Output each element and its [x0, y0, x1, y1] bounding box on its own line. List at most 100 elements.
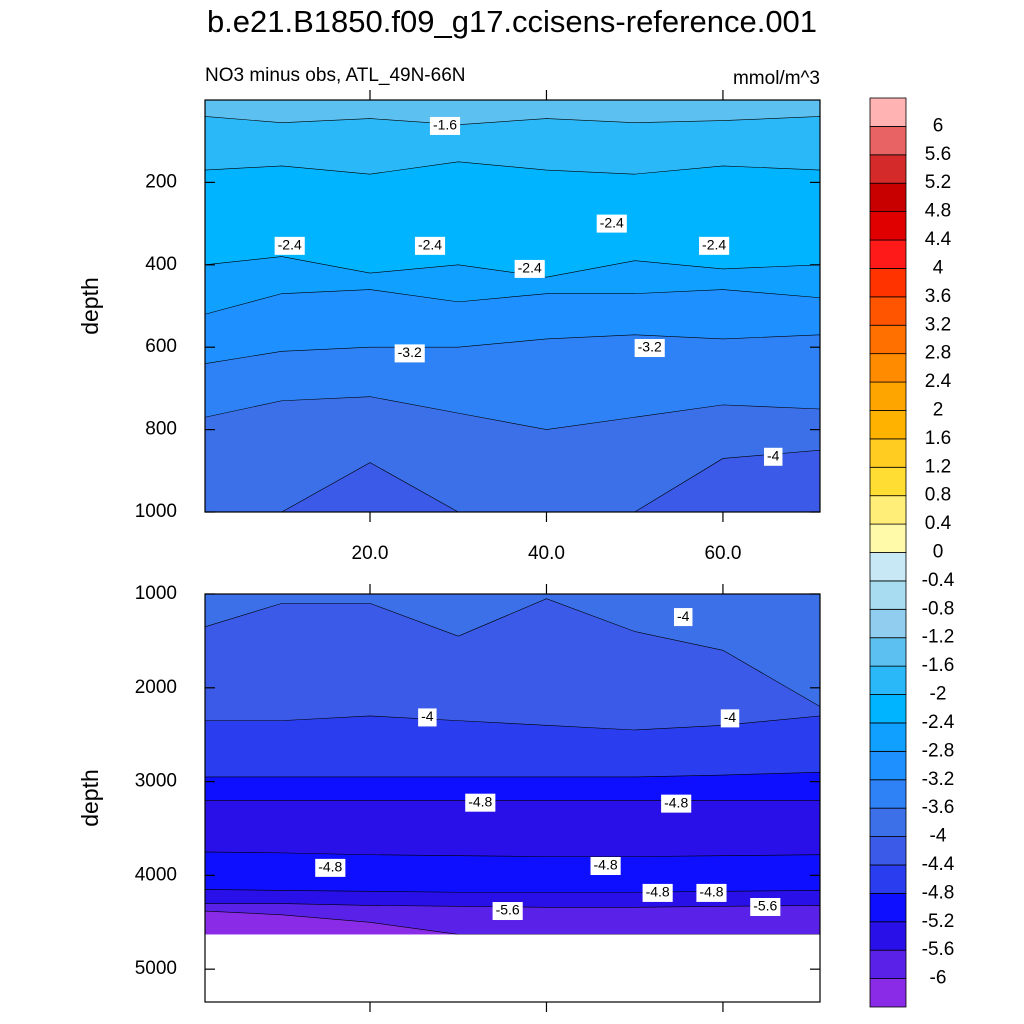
contour-label-box — [642, 883, 673, 902]
x-tick-label: 40.0 — [528, 543, 565, 564]
contour-label: -4.8 — [664, 794, 688, 810]
y-axis-label: depth — [77, 277, 103, 335]
contour-label: -4.8 — [318, 859, 342, 875]
contour-label-box — [429, 116, 461, 135]
colorbar-box — [869, 580, 907, 610]
colorbar-label: 0.4 — [925, 513, 952, 534]
units-label: mmol/m^3 — [733, 68, 820, 89]
contour-label: -2.4 — [278, 237, 302, 253]
contour-label-box — [596, 214, 627, 233]
contour-label: -4.8 — [646, 884, 670, 900]
contour-label: -1.6 — [433, 117, 457, 133]
colorbar-label: -2 — [930, 684, 947, 705]
contour-label-box — [750, 897, 781, 916]
contour-label-box — [674, 608, 693, 627]
colorbar-box — [869, 864, 907, 894]
colorbar-box — [869, 523, 907, 553]
colorbar-box — [869, 552, 907, 582]
contour-label: -2.4 — [600, 214, 624, 230]
colorbar-label: -1.6 — [922, 655, 955, 676]
colorbar-label: 1.2 — [925, 456, 951, 477]
colorbar-label: 3.6 — [925, 286, 951, 307]
x-tick-label: 60.0 — [704, 543, 741, 564]
colorbar-label: 5.6 — [925, 144, 951, 165]
chart-subtitle: NO3 minus obs, ATL_49N-66N — [205, 65, 466, 86]
chart-title: b.e21.B1850.f09_g17.ccisens-reference.00… — [207, 4, 817, 39]
colorbar-box — [869, 182, 907, 213]
contour-label-box — [315, 858, 346, 877]
contour-label-box — [696, 883, 727, 902]
contour-label-box — [418, 708, 437, 727]
colorbar-label: -4.8 — [922, 882, 955, 903]
colorbar-label: 5.2 — [925, 172, 951, 193]
colorbar-box — [869, 353, 907, 383]
colorbar-box — [869, 126, 907, 156]
colorbar-box — [869, 921, 907, 951]
missing-data — [205, 934, 820, 1002]
y-tick-label: 3000 — [135, 771, 177, 792]
colorbar-label: -5.6 — [922, 939, 955, 960]
x-tick-label: 20.0 — [352, 543, 389, 564]
contour-label-box — [590, 857, 621, 875]
contour-label-box — [699, 236, 730, 255]
colorbar-box — [869, 836, 907, 866]
colorbar-box — [869, 779, 907, 809]
colorbar-label: 4.4 — [925, 229, 952, 250]
colorbar-box — [869, 268, 907, 298]
y-tick-label: 5000 — [135, 958, 177, 979]
contour-label: -4 — [677, 608, 690, 624]
contour-label: -2.4 — [518, 260, 542, 276]
y-tick-label: 800 — [145, 419, 177, 440]
contour-label: -4 — [421, 708, 434, 724]
contour-label-box — [492, 902, 523, 921]
colorbar-box — [869, 239, 907, 269]
colorbar-label: -6 — [930, 968, 947, 989]
colorbar-label: -2.8 — [922, 740, 955, 761]
contour-label: -4 — [724, 709, 737, 725]
colorbar-box — [869, 892, 907, 923]
colorbar-label: -5.2 — [922, 911, 955, 932]
colorbar-label: -0.4 — [922, 570, 955, 591]
contour-label-box — [720, 709, 740, 728]
y-tick-label: 600 — [145, 336, 177, 357]
colorbar-label: 0 — [933, 542, 944, 563]
colorbar-box — [869, 296, 907, 326]
contour-label-box — [414, 236, 446, 255]
colorbar-label: 3.2 — [925, 314, 951, 335]
colorbar-box — [869, 949, 907, 979]
colorbar-label: 4.8 — [925, 201, 951, 222]
contour-label: -3.2 — [638, 339, 662, 355]
colorbar-box — [869, 608, 907, 639]
plot-frame — [204, 593, 821, 1003]
contour-label-box — [465, 793, 496, 812]
y-tick-label: 200 — [145, 171, 177, 192]
colorbar-label: 2.4 — [925, 371, 952, 392]
contour-label-box — [764, 447, 783, 466]
y-tick-label: 1000 — [135, 501, 177, 522]
colorbar-box — [869, 211, 907, 241]
contour-label: -2.4 — [418, 237, 442, 253]
colorbar-label: -3.2 — [922, 769, 955, 790]
colorbar-box — [869, 637, 907, 667]
colorbar-box — [869, 665, 907, 695]
colorbar-label: 2.8 — [925, 343, 951, 364]
colorbar-label: -0.8 — [922, 598, 955, 619]
y-tick-label: 2000 — [135, 677, 177, 698]
contour-label-box — [634, 339, 665, 358]
colorbar-box — [869, 495, 907, 525]
contour-label: -4.8 — [699, 884, 723, 900]
colorbar-label: -2.4 — [922, 712, 955, 733]
contour-label: -3.2 — [398, 344, 422, 360]
contour-label-box — [661, 794, 692, 813]
colorbar-label: 6 — [933, 115, 944, 136]
contour-label: -5.6 — [753, 898, 777, 914]
colorbar-box — [869, 807, 907, 837]
contour-label: -4.8 — [594, 857, 618, 873]
colorbar-label: -1.2 — [922, 627, 955, 648]
contour-label: -4.8 — [468, 793, 492, 809]
contour-label-box — [514, 259, 545, 278]
colorbar-label: -4 — [930, 826, 947, 847]
colorbar-box — [869, 154, 907, 184]
colorbar-box — [869, 750, 907, 781]
